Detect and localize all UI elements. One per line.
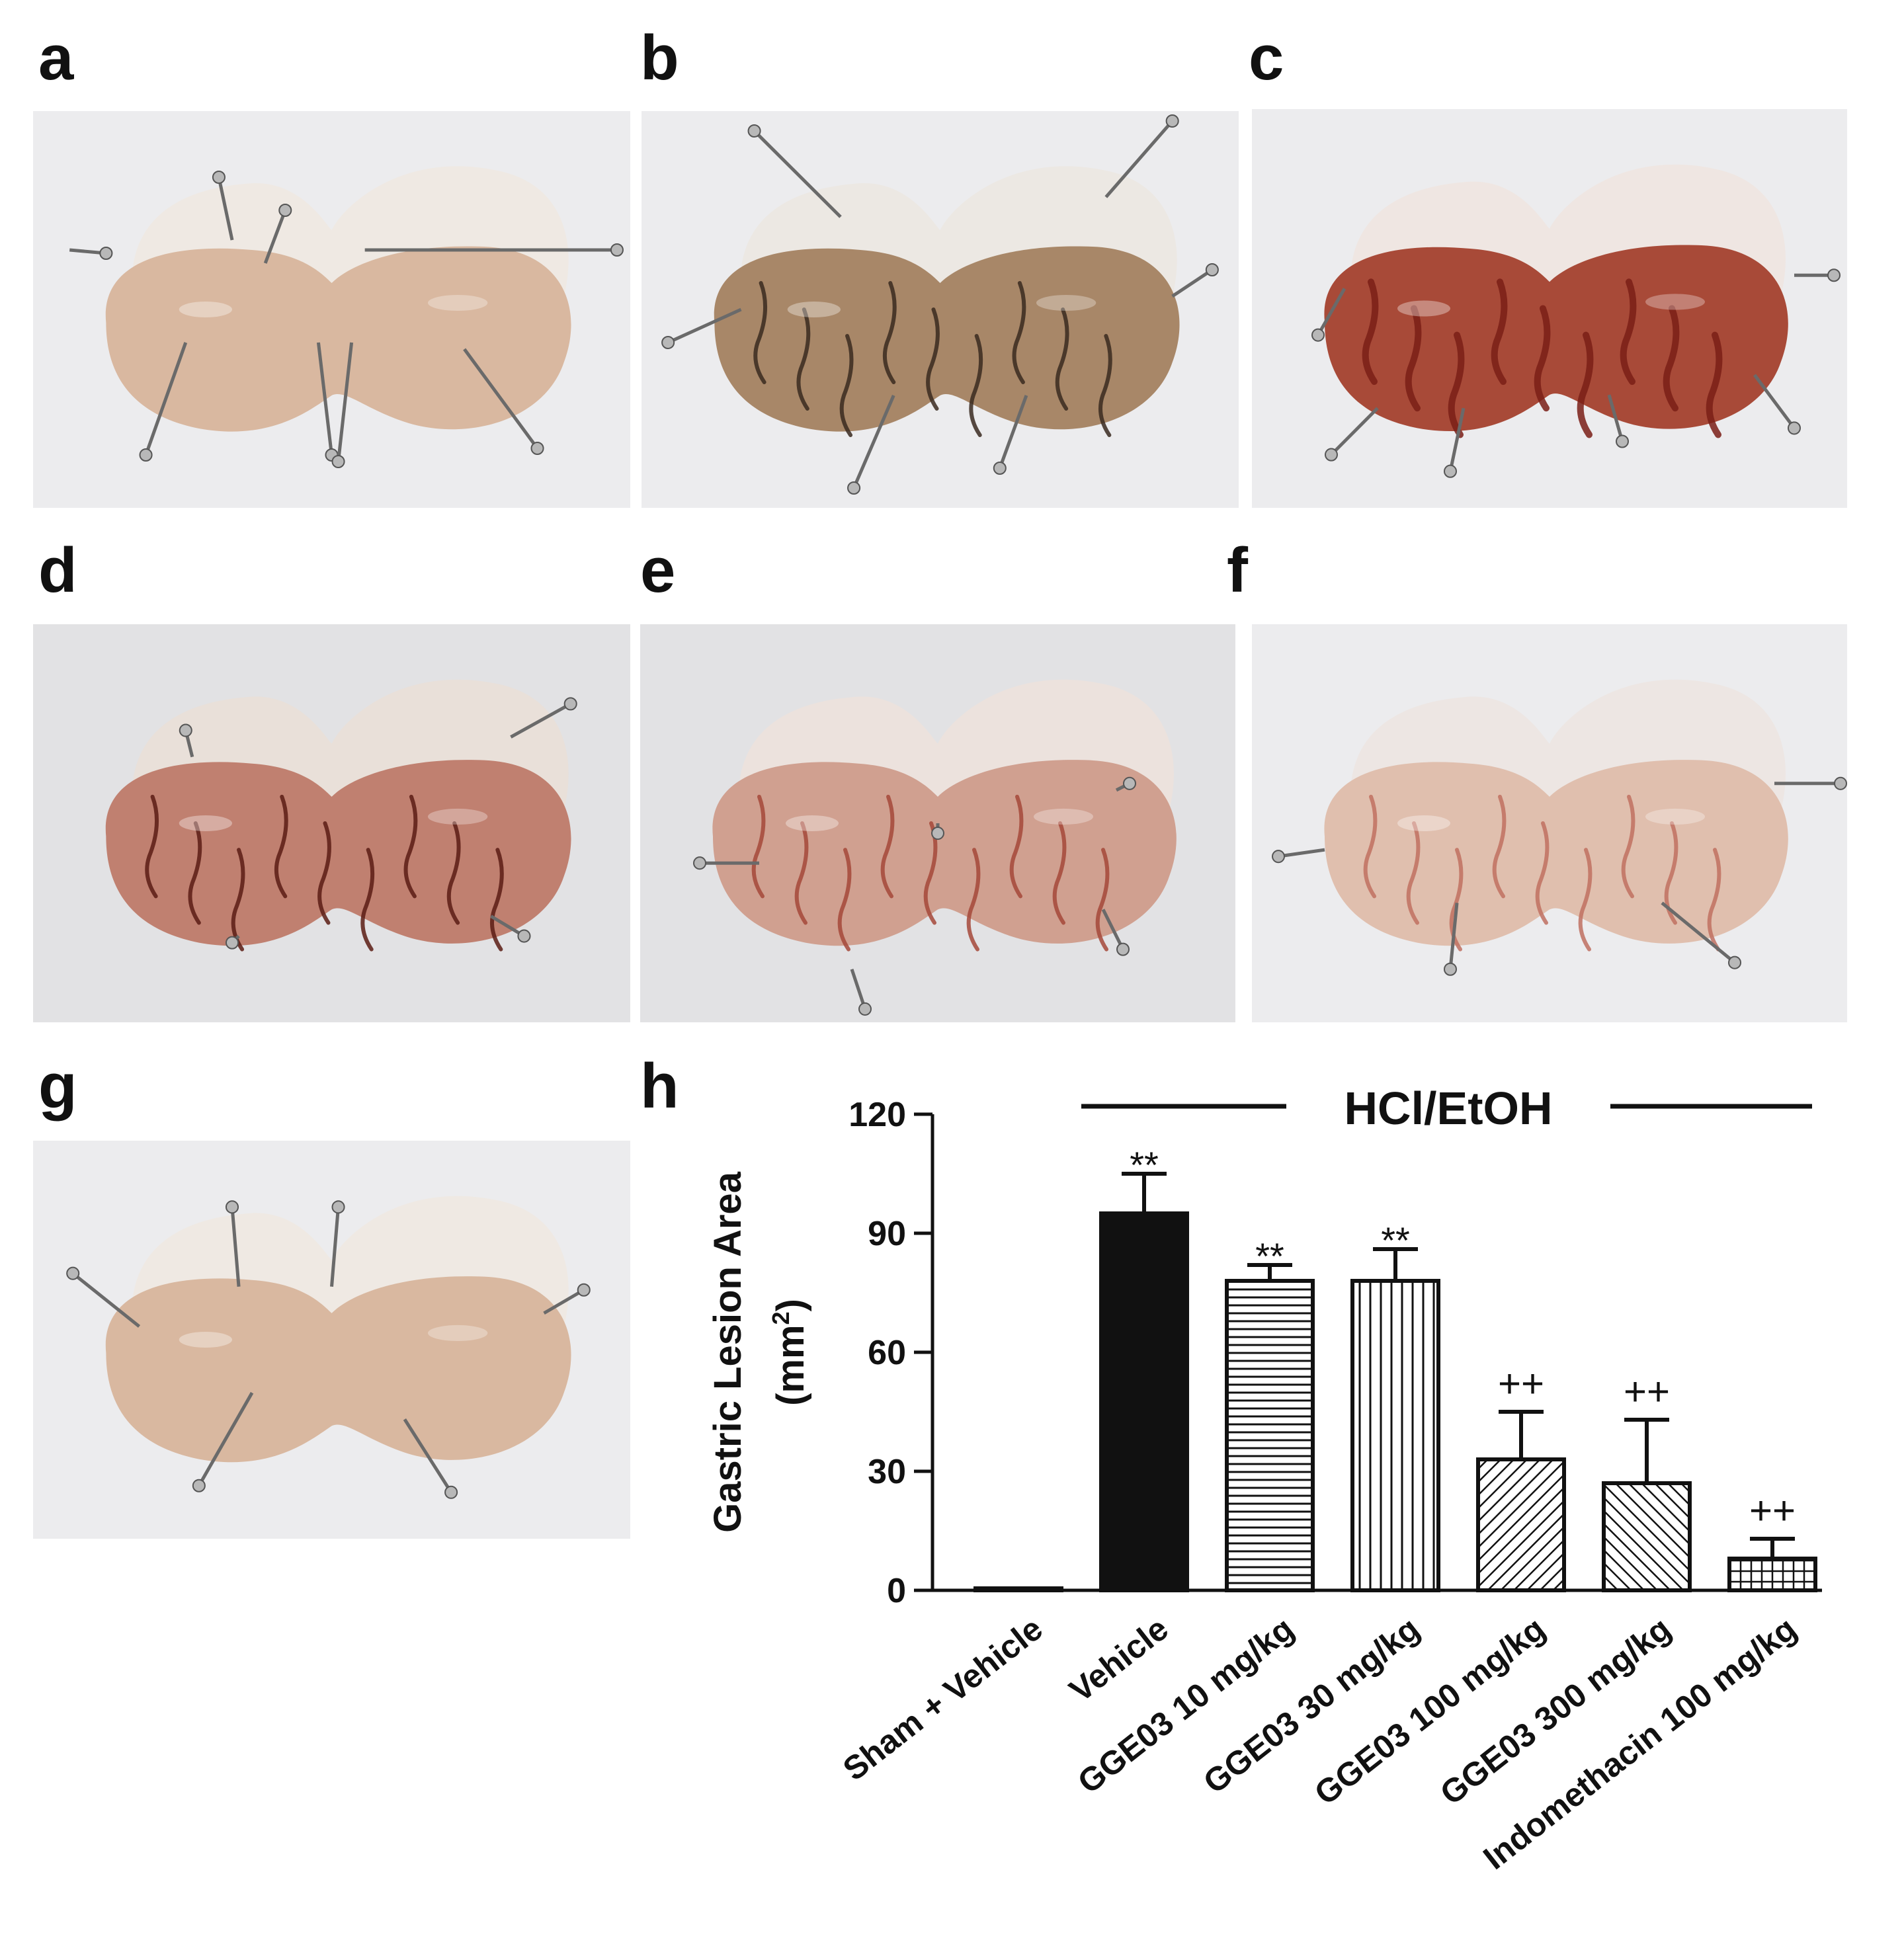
category-label-3: GGE03 10 mg/kg xyxy=(1071,1610,1301,1801)
stomach-photo-f xyxy=(1252,624,1847,1022)
panel-label-c: c xyxy=(1249,22,1284,93)
significance-label-5: ++ xyxy=(1498,1362,1544,1406)
stomach-photo-d xyxy=(33,624,630,1022)
significance-label-4: ** xyxy=(1381,1219,1410,1261)
stomach-photo-g xyxy=(33,1141,630,1539)
panel-label-e: e xyxy=(640,535,676,606)
panel-label-g: g xyxy=(38,1051,77,1121)
stomach-photo-e xyxy=(640,624,1235,1022)
stomach-photo-b xyxy=(642,111,1239,508)
significance-label-3: ** xyxy=(1255,1235,1284,1277)
category-label-6: GGE03 300 mg/kg xyxy=(1433,1610,1678,1813)
significance-label-2: ** xyxy=(1130,1144,1159,1186)
panel-label-b: b xyxy=(640,22,679,93)
y-tick-label: 60 xyxy=(868,1334,906,1372)
y-tick-label: 30 xyxy=(868,1453,906,1491)
stomach-photo-c xyxy=(1252,109,1847,508)
bar-7 xyxy=(1727,1557,1817,1592)
category-label-4: GGE03 30 mg/kg xyxy=(1196,1610,1427,1801)
panel-label-f: f xyxy=(1227,535,1248,606)
bar-5 xyxy=(1476,1457,1566,1592)
panel-label-d: d xyxy=(38,535,77,606)
panel-label-h: h xyxy=(640,1051,679,1121)
significance-label-7: ++ xyxy=(1749,1488,1796,1533)
y-tick-label: 0 xyxy=(887,1572,906,1610)
bar-6 xyxy=(1602,1481,1692,1592)
bar-1 xyxy=(973,1586,1063,1592)
y-axis-unit: (mm2) xyxy=(767,1299,812,1406)
stomach-photo-a xyxy=(33,111,630,508)
group-label: HCl/EtOH xyxy=(1345,1082,1553,1134)
bar-4 xyxy=(1350,1279,1440,1592)
bar-3 xyxy=(1225,1279,1315,1592)
category-label-1: Sham + Vehicle xyxy=(836,1610,1049,1788)
panel-label-a: a xyxy=(38,22,74,93)
category-label-2: Vehicle xyxy=(1062,1610,1175,1709)
chart-plot-area: 0 30 60 90 120 Gastric Lesion Area (mm2) HCl/Et… xyxy=(706,1082,1822,1877)
y-tick-label: 90 xyxy=(868,1215,906,1253)
category-label-5: GGE03 100 mg/kg xyxy=(1307,1610,1552,1813)
y-axis-label: Gastric Lesion Area xyxy=(706,1171,749,1533)
y-tick-label: 120 xyxy=(849,1096,906,1134)
significance-label-6: ++ xyxy=(1624,1369,1670,1414)
bar-2 xyxy=(1099,1211,1189,1592)
